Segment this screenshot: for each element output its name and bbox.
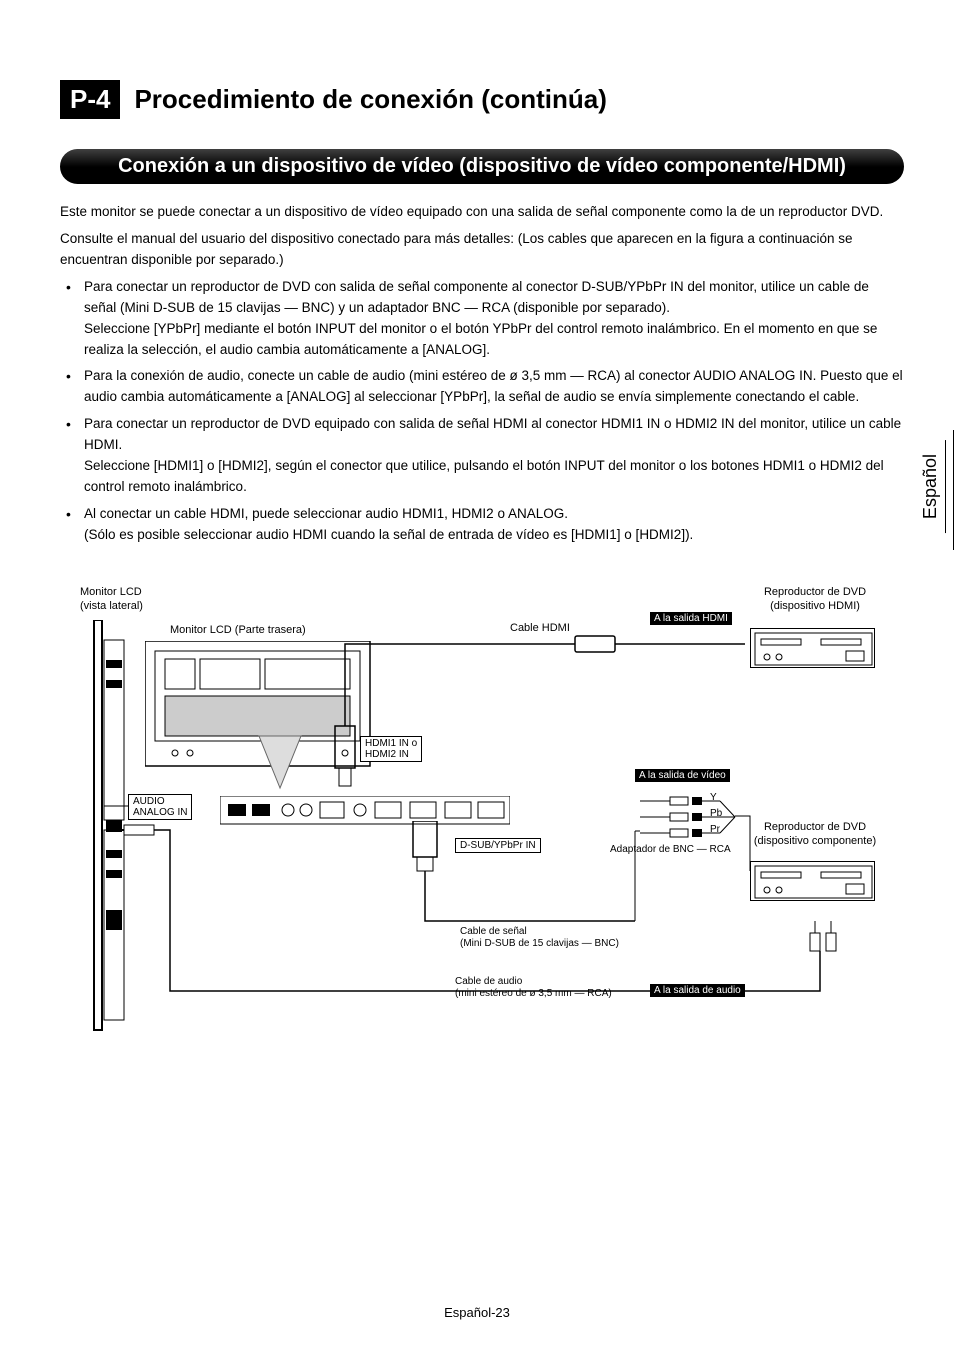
- label-monitor-rear: Monitor LCD (Parte trasera): [170, 624, 306, 638]
- label-pb: Pb: [710, 808, 722, 821]
- dvd-hdmi-icon: [750, 628, 875, 668]
- audio-cable-icon: [120, 821, 880, 1001]
- bullet-item: Para la conexión de audio, conecte un ca…: [60, 366, 904, 408]
- label-audio-analog: AUDIO ANALOG IN: [128, 794, 192, 820]
- section-title-bar: Conexión a un dispositivo de vídeo (disp…: [60, 149, 904, 184]
- label-dvd-hdmi: Reproductor de DVD (dispositivo HDMI): [750, 586, 880, 614]
- intro-paragraph-1: Este monitor se puede conectar a un disp…: [60, 202, 904, 223]
- page-header: P-4 Procedimiento de conexión (continúa): [60, 80, 904, 119]
- bullet-list: Para conectar un reproductor de DVD con …: [60, 277, 904, 546]
- black-label-to-audio: A la salida de audio: [650, 984, 745, 997]
- label-hdmi-in: HDMI1 IN o HDMI2 IN: [360, 736, 422, 762]
- bullet-item: Para conectar un reproductor de DVD con …: [60, 277, 904, 361]
- audio-link-icon: [104, 804, 134, 808]
- indicator-arrow-icon: [255, 726, 305, 796]
- intro-paragraph-2: Consulte el manual del usuario del dispo…: [60, 229, 904, 271]
- bullet-item: Para conectar un reproductor de DVD equi…: [60, 414, 904, 498]
- label-y: Y: [710, 792, 717, 805]
- section-badge: P-4: [60, 80, 120, 119]
- intro-text: Este monitor se puede conectar a un disp…: [60, 202, 904, 546]
- connection-diagram: Monitor LCD (vista lateral) Monitor LCD …: [60, 586, 880, 1056]
- black-label-to-video: A la salida de vídeo: [635, 769, 730, 782]
- language-side-tab: Español: [916, 440, 946, 533]
- black-label-to-hdmi: A la salida HDMI: [650, 612, 732, 625]
- label-monitor-side: Monitor LCD (vista lateral): [80, 586, 143, 614]
- bullet-item: Al conectar un cable HDMI, puede selecci…: [60, 504, 904, 546]
- label-audio-cable: Cable de audio (mini estéreo de ø 3,5 mm…: [455, 976, 612, 1001]
- page-title: Procedimiento de conexión (continúa): [134, 84, 606, 115]
- page-footer: Español-23: [0, 1305, 954, 1320]
